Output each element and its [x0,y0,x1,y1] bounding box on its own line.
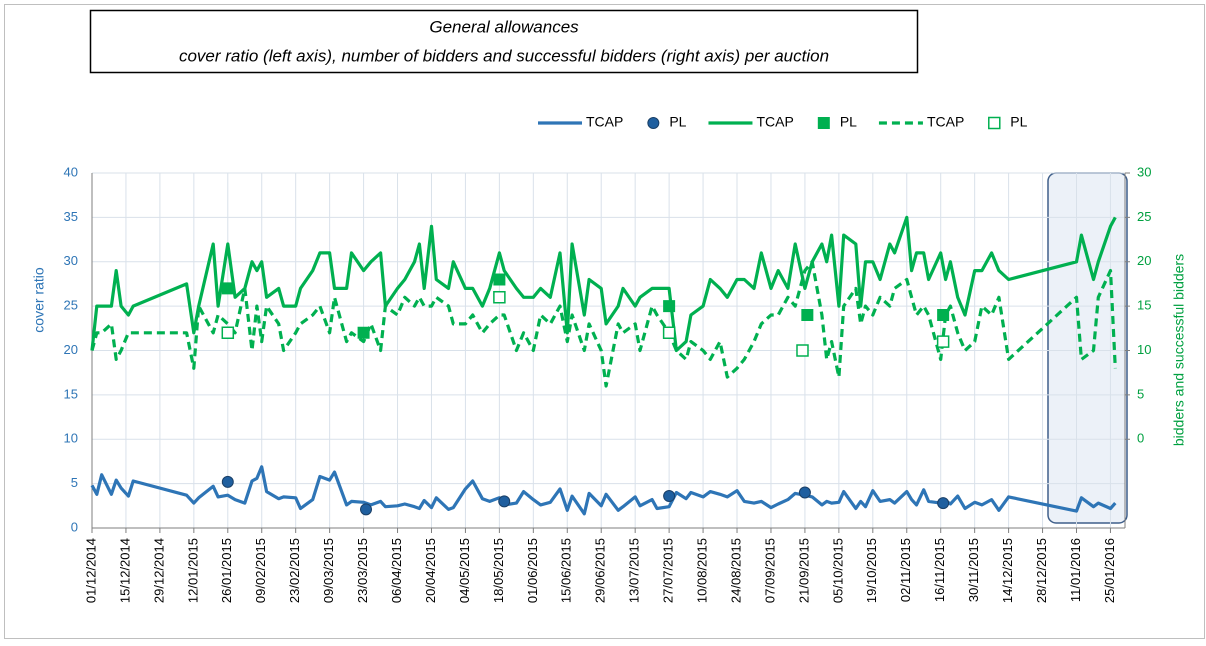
x-tick-label: 28/12/2015 [1034,538,1049,603]
grid [91,172,1125,529]
legend-label: PL [1010,114,1027,130]
point [663,490,676,503]
chart-frame [4,4,1205,639]
x-tick-label: 09/03/2015 [321,538,336,603]
x-tick-label: 23/03/2015 [355,538,370,603]
x-tick-label: 27/07/2015 [661,538,676,603]
y2-tick-label: 25 [1137,209,1151,224]
line [90,465,1117,516]
legend-marker [817,117,830,129]
x-tick-label: 11/01/2016 [1068,538,1083,602]
chart-subtitle: cover ratio (left axis), number of bidde… [179,46,829,65]
x-tick-label: 02/11/2015 [898,538,913,602]
x-tick-label: 07/09/2015 [762,538,777,603]
point [221,282,234,295]
point [221,475,234,488]
x-tick-label: 25/01/2016 [1102,538,1117,603]
x-tick-label: 26/01/2015 [219,538,234,603]
y-tick-label: 40 [64,164,78,179]
point [498,495,511,508]
x-tick-label: 18/05/2015 [491,538,506,603]
x-tick-label: 21/09/2015 [796,538,811,603]
y2-tick-label: 5 [1137,386,1144,401]
x-tick-label: 29/12/2014 [151,538,166,603]
point [360,503,373,516]
legend-label: PL [840,114,857,130]
x-tick-label: 24/08/2015 [728,538,743,603]
x-tick-label: 01/06/2015 [525,538,540,603]
point [357,326,370,339]
x-tick-label: 10/08/2015 [695,538,710,603]
x-tick-label: 20/04/2015 [423,538,438,603]
y2-tick-label: 15 [1137,298,1151,313]
point [937,497,950,510]
legend-label: TCAP [756,114,793,130]
legend-label: TCAP [927,114,964,130]
point [221,326,235,339]
x-tick-label: 09/02/2015 [253,538,268,603]
y2-tick-label: 20 [1137,253,1151,268]
point [796,344,809,357]
line [90,215,1117,353]
x-tick-label: 01/12/2014 [83,538,98,603]
y-tick-label: 15 [64,386,78,401]
y-tick-label: 10 [64,431,78,446]
chart-title: General allowances [429,17,579,36]
point [798,486,811,499]
point [493,273,506,286]
y2-tick-label: 30 [1137,164,1151,179]
legend-label: PL [669,114,686,130]
point [493,291,506,304]
y2-axis-label: bidders and successful bidders [1171,254,1187,446]
y-tick-label: 30 [64,253,78,268]
x-tick-label: 16/11/2015 [932,538,947,602]
point [937,309,950,321]
line [90,260,1117,388]
y2-tick-label: 0 [1137,431,1144,446]
x-tick-label: 13/07/2015 [627,538,642,603]
point [936,335,950,348]
x-tick-label: 04/05/2015 [457,538,472,603]
legend-marker [647,117,660,129]
y-tick-label: 25 [64,298,78,313]
point [662,326,676,339]
title-box [89,9,919,74]
y2-tick-label: 10 [1137,342,1151,357]
x-tick-label: 23/02/2015 [287,538,302,603]
x-tick-label: 19/10/2015 [864,538,879,603]
x-tick-label: 14/12/2015 [1000,538,1015,603]
x-tick-label: 12/01/2015 [185,538,200,603]
x-tick-label: 30/11/2015 [966,538,981,602]
x-tick-label: 15/06/2015 [559,538,574,603]
point [663,300,676,313]
y-tick-label: 20 [64,342,78,357]
x-tick-label: 15/12/2014 [117,538,132,603]
x-tick-label: 05/10/2015 [830,538,845,603]
x-tick-label: 06/04/2015 [389,538,404,603]
y-axis-label: cover ratio [31,267,47,333]
legend-label: TCAP [586,114,623,130]
x-tick-label: 29/06/2015 [593,538,608,603]
y-tick-label: 0 [71,519,78,534]
y-tick-label: 35 [64,209,78,224]
point [801,309,814,321]
legend-marker [988,116,1001,130]
y-tick-label: 5 [71,475,78,490]
